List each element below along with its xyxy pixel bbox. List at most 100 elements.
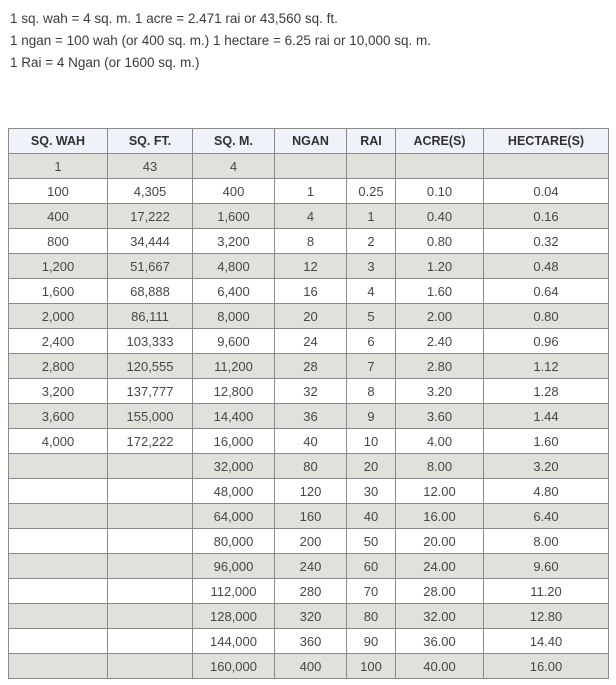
table-cell: 0.10 bbox=[395, 178, 484, 204]
table-cell: 0.96 bbox=[483, 328, 609, 354]
table-cell: 8 bbox=[346, 378, 396, 404]
table-cell: 6.40 bbox=[483, 503, 609, 529]
table-cell bbox=[8, 603, 108, 629]
table-cell: 0.16 bbox=[483, 203, 609, 229]
table-cell bbox=[107, 553, 193, 579]
table-cell: 12 bbox=[274, 253, 347, 279]
table-cell: 3,600 bbox=[8, 403, 108, 429]
table-cell: 9,600 bbox=[192, 328, 275, 354]
table-cell: 10 bbox=[346, 428, 396, 454]
table-row: 32,000 80 20 8.00 3.20 bbox=[8, 453, 609, 479]
column-header-acre-s: ACRE(S) bbox=[395, 128, 484, 154]
table-cell: 8.00 bbox=[483, 528, 609, 554]
table-cell: 11.20 bbox=[483, 578, 609, 604]
table-cell: 160,000 bbox=[192, 653, 275, 679]
table-cell: 400 bbox=[8, 203, 108, 229]
table-cell: 320 bbox=[274, 603, 347, 629]
table-cell: 1.60 bbox=[395, 278, 484, 304]
table-cell: 137,777 bbox=[107, 378, 193, 404]
table-cell: 16,000 bbox=[192, 428, 275, 454]
table-cell: 1.20 bbox=[395, 253, 484, 279]
table-row: 2,800 120,555 11,200 28 7 2.80 1.12 bbox=[8, 353, 609, 379]
table-cell bbox=[395, 153, 484, 179]
table-cell: 48,000 bbox=[192, 478, 275, 504]
table-cell: 36 bbox=[274, 403, 347, 429]
table-row: 1,200 51,667 4,800 12 3 1.20 0.48 bbox=[8, 253, 609, 279]
table-cell: 43 bbox=[107, 153, 193, 179]
table-cell: 50 bbox=[346, 528, 396, 554]
table-cell: 6,400 bbox=[192, 278, 275, 304]
table-cell: 68,888 bbox=[107, 278, 193, 304]
table-row: 3,600 155,000 14,400 36 9 3.60 1.44 bbox=[8, 403, 609, 429]
table-cell: 16.00 bbox=[395, 503, 484, 529]
table-cell: 2,000 bbox=[8, 303, 108, 329]
table-cell: 1,600 bbox=[8, 278, 108, 304]
table-row: 48,000 120 30 12.00 4.80 bbox=[8, 478, 609, 504]
table-cell: 3.60 bbox=[395, 403, 484, 429]
table-cell: 36.00 bbox=[395, 628, 484, 654]
table-cell: 100 bbox=[8, 178, 108, 204]
table-cell: 90 bbox=[346, 628, 396, 654]
table-row: 400 17,222 1,600 4 1 0.40 0.16 bbox=[8, 203, 609, 229]
table-cell bbox=[274, 153, 347, 179]
table-cell: 40 bbox=[346, 503, 396, 529]
table-cell bbox=[107, 578, 193, 604]
table-cell: 0.04 bbox=[483, 178, 609, 204]
table-cell: 1,200 bbox=[8, 253, 108, 279]
table-cell: 20.00 bbox=[395, 528, 484, 554]
note-line-3: 1 Rai = 4 Ngan (or 1600 sq. m.) bbox=[10, 55, 200, 70]
table-cell: 2.00 bbox=[395, 303, 484, 329]
table-cell bbox=[8, 478, 108, 504]
table-row: 1,600 68,888 6,400 16 4 1.60 0.64 bbox=[8, 278, 609, 304]
table-cell: 3.20 bbox=[395, 378, 484, 404]
table-cell: 5 bbox=[346, 303, 396, 329]
table-cell bbox=[107, 503, 193, 529]
table-row: 2,000 86,111 8,000 20 5 2.00 0.80 bbox=[8, 303, 609, 329]
table-cell: 20 bbox=[274, 303, 347, 329]
table-cell: 80 bbox=[346, 603, 396, 629]
table-cell: 14,400 bbox=[192, 403, 275, 429]
table-cell: 17,222 bbox=[107, 203, 193, 229]
table-cell bbox=[107, 453, 193, 479]
table-row: 4,000 172,222 16,000 40 10 4.00 1.60 bbox=[8, 428, 609, 454]
column-header-sq-ft: SQ. FT. bbox=[107, 128, 193, 154]
table-cell: 280 bbox=[274, 578, 347, 604]
table-cell bbox=[107, 478, 193, 504]
table-cell: 30 bbox=[346, 478, 396, 504]
table-cell: 4.00 bbox=[395, 428, 484, 454]
table-cell: 200 bbox=[274, 528, 347, 554]
table-cell: 12.80 bbox=[483, 603, 609, 629]
table-cell bbox=[107, 628, 193, 654]
table-cell: 2,800 bbox=[8, 353, 108, 379]
conversion-table: SQ. WAH SQ. FT. SQ. M. NGAN RAI ACRE(S) HECTAR… bbox=[8, 128, 609, 679]
table-cell: 4 bbox=[192, 153, 275, 179]
table-cell: 2.80 bbox=[395, 353, 484, 379]
table-cell: 1.60 bbox=[483, 428, 609, 454]
table-cell: 14.40 bbox=[483, 628, 609, 654]
table-cell: 1 bbox=[346, 203, 396, 229]
table-cell: 155,000 bbox=[107, 403, 193, 429]
table-cell bbox=[8, 653, 108, 679]
table-cell: 70 bbox=[346, 578, 396, 604]
table-cell: 128,000 bbox=[192, 603, 275, 629]
table-cell: 20 bbox=[346, 453, 396, 479]
table-cell: 51,667 bbox=[107, 253, 193, 279]
table-cell: 1.44 bbox=[483, 403, 609, 429]
table-cell: 160 bbox=[274, 503, 347, 529]
table-row: 2,400 103,333 9,600 24 6 2.40 0.96 bbox=[8, 328, 609, 354]
table-cell: 24 bbox=[274, 328, 347, 354]
table-cell: 32 bbox=[274, 378, 347, 404]
table-cell: 16.00 bbox=[483, 653, 609, 679]
note-line-1: 1 sq. wah = 4 sq. m. 1 acre = 2.471 rai … bbox=[10, 11, 338, 26]
table-cell: 32.00 bbox=[395, 603, 484, 629]
table-cell: 80,000 bbox=[192, 528, 275, 554]
header-row: SQ. WAH SQ. FT. SQ. M. NGAN RAI ACRE(S) HECTAR… bbox=[8, 128, 609, 154]
table-cell: 2,400 bbox=[8, 328, 108, 354]
table-cell: 28 bbox=[274, 353, 347, 379]
column-header-rai: RAI bbox=[346, 128, 396, 154]
table-cell: 4,305 bbox=[107, 178, 193, 204]
table-row: 160,000 400 100 40.00 16.00 bbox=[8, 653, 609, 679]
table-cell: 60 bbox=[346, 553, 396, 579]
table-cell bbox=[8, 553, 108, 579]
table-cell: 12.00 bbox=[395, 478, 484, 504]
